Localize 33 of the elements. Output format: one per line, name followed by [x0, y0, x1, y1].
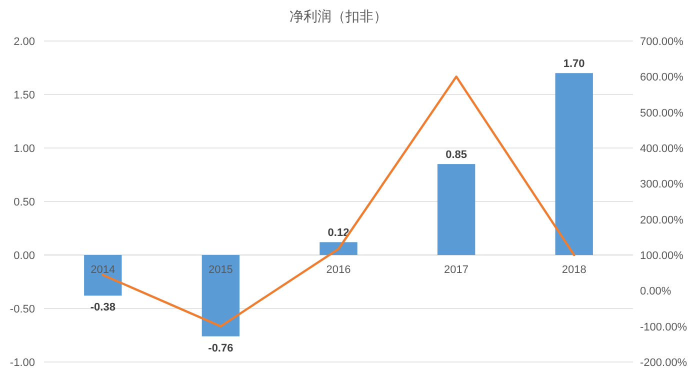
y-tick-label: 0.00 [14, 250, 35, 262]
y2-tick-label: -200.00% [640, 357, 688, 369]
bar [202, 255, 240, 336]
x-tick-label: 2016 [326, 264, 351, 276]
y2-tick-label: 0.00% [640, 286, 672, 298]
y-tick-label: 1.00 [14, 143, 35, 155]
y-tick-label: 0.50 [14, 196, 35, 208]
y2-tick-label: 100.00% [640, 250, 684, 262]
y2-tick-label: 300.00% [640, 178, 684, 191]
data-label: 1.70 [563, 58, 585, 70]
x-tick-label: 2018 [562, 264, 586, 276]
y2-tick-label: 700.00% [640, 36, 684, 48]
y2-tick-label: -100.00% [640, 321, 688, 334]
bar [320, 242, 358, 255]
x-tick-label: 2015 [208, 264, 233, 276]
y2-tick-label: 200.00% [640, 214, 684, 226]
y2-tick-label: 400.00% [640, 143, 684, 155]
y-tick-label: -0.50 [10, 304, 35, 316]
y-tick-label: 1.50 [14, 90, 35, 102]
chart-title: 净利润（扣非） [290, 8, 388, 24]
y-tick-label: 2.00 [14, 36, 35, 48]
bar [555, 73, 593, 255]
data-label: -0.38 [90, 302, 116, 314]
y2-tick-label: 500.00% [640, 107, 684, 120]
x-tick-label: 2014 [90, 264, 116, 276]
data-label: -0.76 [208, 342, 234, 354]
bar [84, 255, 122, 296]
y-tick-label: -1.00 [10, 357, 35, 369]
data-label: 0.85 [446, 149, 468, 162]
x-tick-label: 2017 [444, 264, 469, 276]
data-label: 0.12 [328, 227, 350, 240]
bar [437, 164, 476, 255]
y2-tick-label: 600.00% [640, 72, 684, 84]
